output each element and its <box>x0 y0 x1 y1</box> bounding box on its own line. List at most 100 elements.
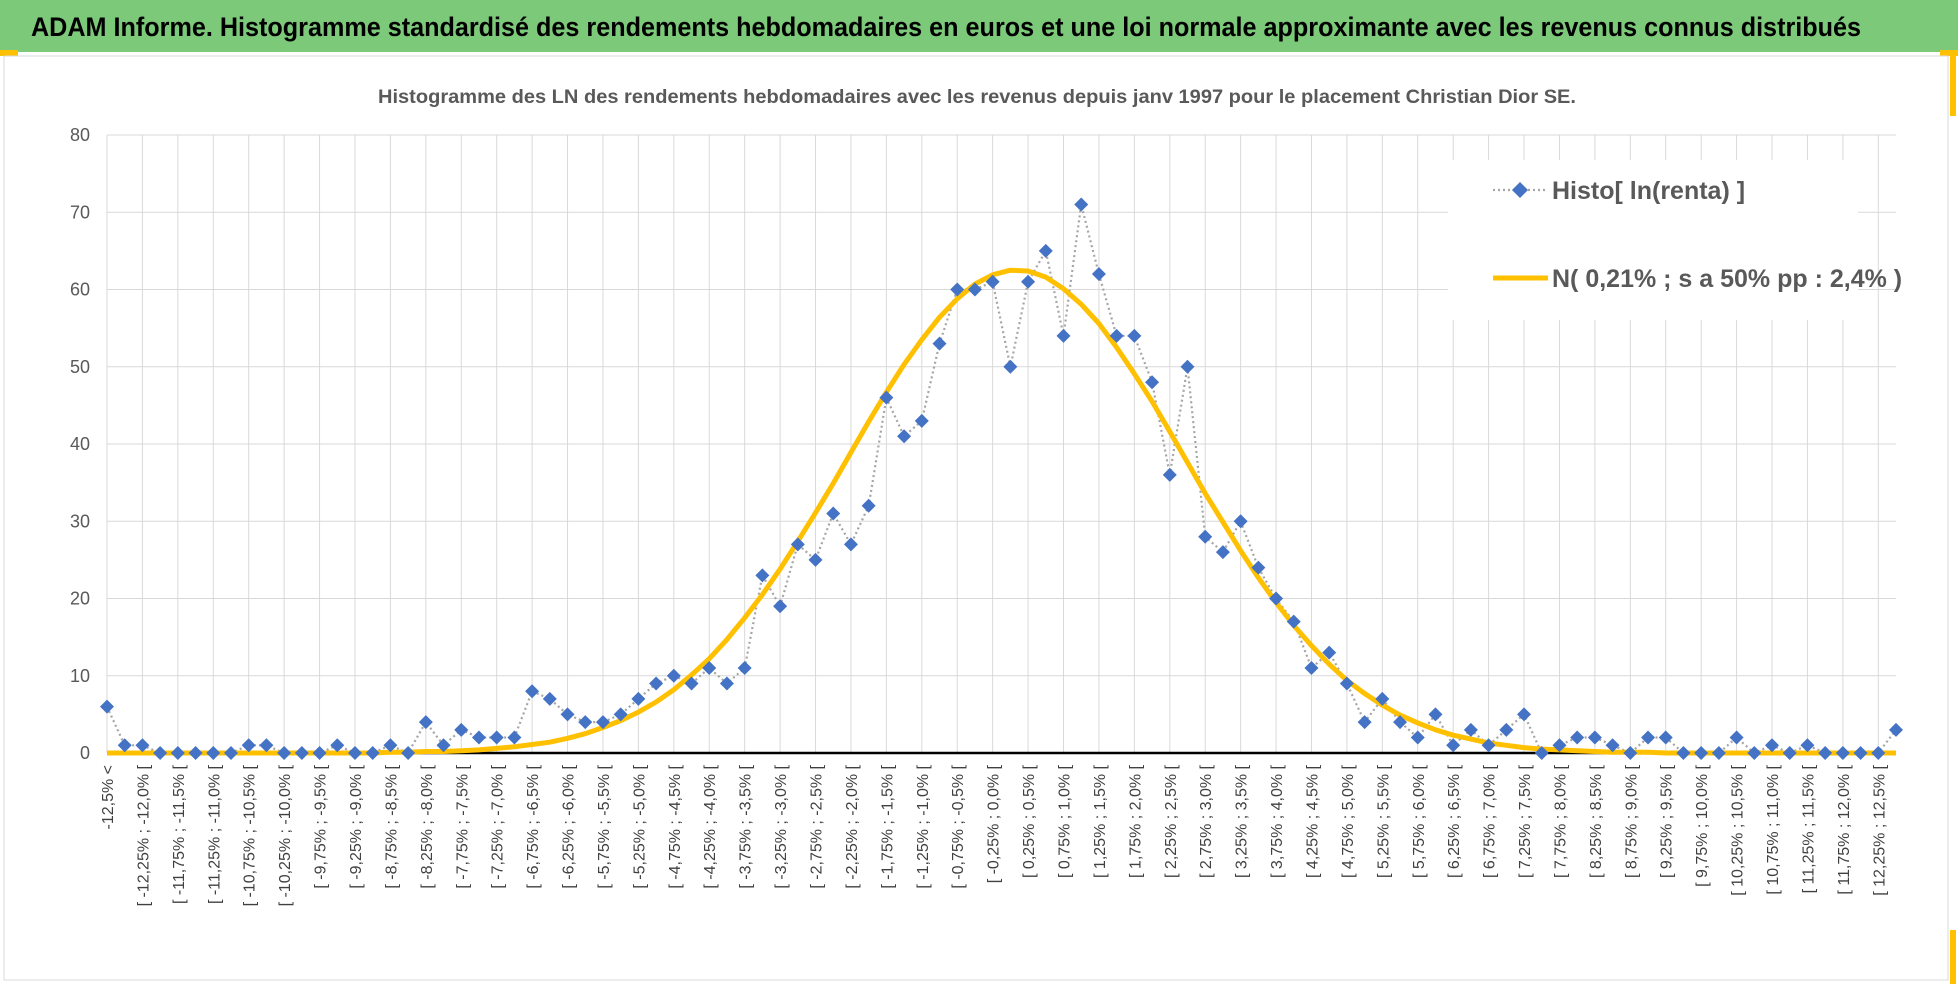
data-point <box>1853 746 1868 760</box>
data-point <box>188 746 203 760</box>
data-point <box>1410 730 1425 745</box>
y-tick-label: 40 <box>70 434 90 454</box>
data-point <box>1623 746 1638 760</box>
x-tick-label: [ -7,75% ; -7,5% [ <box>454 764 471 888</box>
x-tick-label: [ -9,25% ; -9,0% [ <box>348 764 365 888</box>
x-tick-label: [ -5,75% ; -5,5% [ <box>596 764 613 888</box>
x-tick-label: [ 12,25% ; 12,5% [ <box>1871 764 1888 895</box>
data-point <box>294 746 309 760</box>
data-point <box>436 738 451 753</box>
x-tick-label: [ -10,25% ; -10,0% [ <box>277 764 294 906</box>
x-tick-label: [ 4,75% ; 5,0% [ <box>1340 764 1357 878</box>
x-tick-label: [ 4,25% ; 4,5% [ <box>1304 764 1321 878</box>
data-point <box>861 498 876 513</box>
x-tick-label: [ -10,75% ; -10,5% [ <box>242 764 259 906</box>
data-point <box>100 699 114 714</box>
x-tick-label: -12,5% < <box>100 765 117 829</box>
x-tick-label: [ -8,25% ; -8,0% [ <box>419 764 436 888</box>
chart-frame <box>3 55 1949 981</box>
data-point <box>1251 560 1266 575</box>
x-tick-label: [ 3,75% ; 4,0% [ <box>1269 764 1286 878</box>
data-point <box>1641 730 1656 745</box>
x-tick-label: [ 7,25% ; 7,5% [ <box>1517 764 1534 878</box>
data-point <box>1056 328 1071 343</box>
data-point <box>737 661 752 676</box>
data-point <box>1570 730 1585 745</box>
data-point <box>1605 738 1620 753</box>
data-point <box>1127 328 1142 343</box>
y-tick-label: 50 <box>70 357 90 377</box>
data-point <box>454 722 469 737</box>
data-point <box>347 746 362 760</box>
corner-marker <box>1950 930 1956 984</box>
x-tick-label: [ 6,75% ; 7,0% [ <box>1482 764 1499 878</box>
data-point <box>808 552 823 567</box>
header-band <box>0 0 1958 52</box>
data-point <box>1339 676 1354 691</box>
data-point <box>1286 614 1301 629</box>
data-point <box>1552 738 1567 753</box>
data-point <box>542 691 557 706</box>
x-tick-label: [ -11,25% ; -11,0% [ <box>206 764 223 904</box>
data-point <box>790 537 805 552</box>
data-point <box>1711 746 1726 760</box>
data-point <box>950 282 965 297</box>
data-point <box>1658 730 1673 745</box>
data-point <box>1021 274 1036 289</box>
data-point <box>1463 722 1478 737</box>
data-point <box>1428 707 1443 722</box>
data-point <box>117 738 132 753</box>
x-tick-label: [ -0,25% ; 0,0% [ <box>986 764 1003 883</box>
y-tick-label: 60 <box>70 280 90 300</box>
data-point <box>206 746 221 760</box>
data-point <box>1269 591 1284 606</box>
data-point <box>153 746 168 760</box>
corner-marker <box>1940 50 1958 56</box>
data-point <box>755 568 770 583</box>
y-tick-label: 30 <box>70 511 90 531</box>
data-point <box>1091 267 1106 282</box>
x-tick-label: [ 9,75% ; 10,0% [ <box>1694 764 1711 886</box>
x-tick-label: [ 1,25% ; 1,5% [ <box>1092 764 1109 878</box>
data-point <box>897 429 912 444</box>
data-point <box>507 730 522 745</box>
data-point <box>1180 359 1195 374</box>
y-tick-label: 70 <box>70 202 90 222</box>
data-point <box>1835 746 1850 760</box>
x-tick-label: [ -4,25% ; -4,0% [ <box>702 764 719 888</box>
x-tick-label: [ -5,25% ; -5,0% [ <box>631 764 648 888</box>
x-tick-label: [ -0,75% ; -0,5% [ <box>950 764 967 888</box>
data-point <box>383 738 398 753</box>
header-title: ADAM Informe. Histogramme standardisé de… <box>31 12 1861 42</box>
y-tick-label: 80 <box>70 125 90 145</box>
x-tick-label: [ -6,25% ; -6,0% [ <box>561 764 578 888</box>
data-point <box>560 707 575 722</box>
data-point <box>259 738 274 753</box>
x-tick-label: [ 7,75% ; 8,0% [ <box>1552 764 1569 878</box>
x-tick-label: [ -6,75% ; -6,5% [ <box>525 764 542 888</box>
data-point <box>1322 645 1337 660</box>
x-tick-label: [ 10,25% ; 10,5% [ <box>1730 764 1747 895</box>
legend-marker <box>1512 182 1528 198</box>
data-point <box>1694 746 1709 760</box>
data-point <box>666 668 681 683</box>
data-point <box>1499 722 1514 737</box>
data-point <box>1038 243 1053 258</box>
x-tick-label: [ 3,25% ; 3,5% [ <box>1234 764 1251 878</box>
x-tick-label: [ 8,25% ; 8,5% [ <box>1588 764 1605 878</box>
x-tick-label: [ 2,75% ; 3,0% [ <box>1198 764 1215 878</box>
data-point <box>312 746 327 760</box>
data-point <box>1393 715 1408 730</box>
chart-title: Histogramme des LN des rendements hebdom… <box>378 87 1576 108</box>
data-point <box>170 746 185 760</box>
data-point <box>401 746 416 760</box>
data-point <box>702 661 717 676</box>
y-tick-label: 20 <box>70 589 90 609</box>
data-point <box>1818 746 1833 760</box>
x-tick-label: [ 8,75% ; 9,0% [ <box>1623 764 1640 878</box>
data-point <box>330 738 345 753</box>
x-tick-label: [ 11,25% ; 11,5% [ <box>1800 764 1817 893</box>
x-tick-label: [ -3,25% ; -3,0% [ <box>773 764 790 888</box>
data-point <box>967 282 982 297</box>
